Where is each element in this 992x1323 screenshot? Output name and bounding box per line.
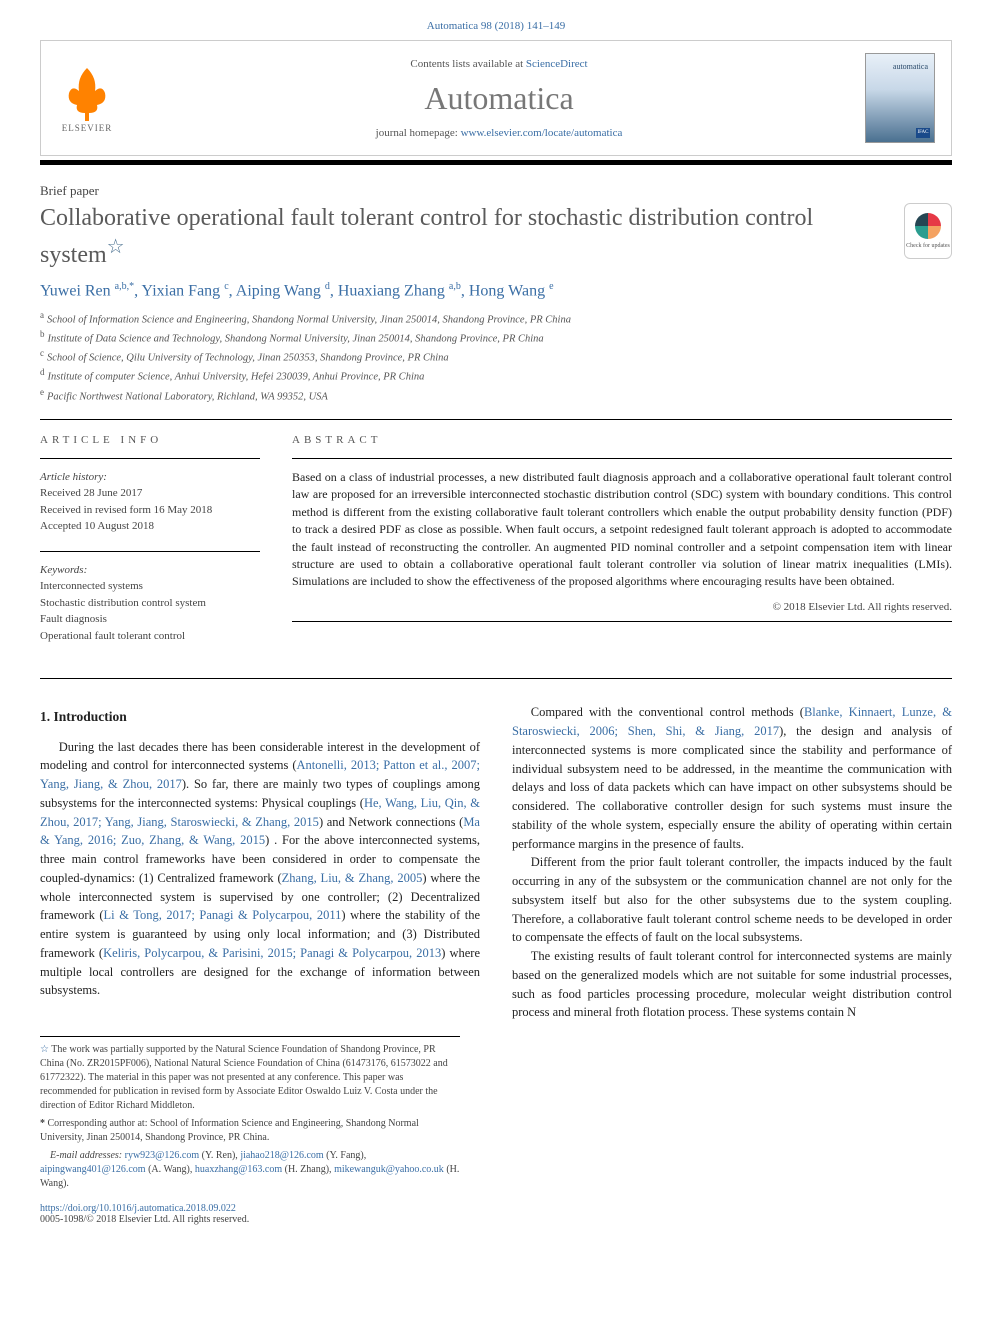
journal-header: ELSEVIER Contents lists available at Sci… bbox=[40, 40, 952, 156]
section-heading: 1. Introduction bbox=[40, 707, 480, 727]
received-date: Received 28 June 2017 bbox=[40, 485, 260, 502]
abstract-text: Based on a class of industrial processes… bbox=[292, 469, 952, 591]
history-label: Article history: bbox=[40, 469, 260, 486]
revised-date: Received in revised form 16 May 2018 bbox=[40, 502, 260, 519]
journal-home-link[interactable]: www.elsevier.com/locate/automatica bbox=[461, 127, 623, 139]
keywords-label: Keywords: bbox=[40, 564, 87, 576]
authors-list: Yuwei Ren a,b,*, Yixian Fang c, Aiping W… bbox=[40, 281, 952, 300]
keywords-list: Interconnected systemsStochastic distrib… bbox=[40, 578, 260, 644]
footnotes: ☆ The work was partially supported by th… bbox=[40, 1036, 460, 1191]
contents-available: Contents lists available at ScienceDirec… bbox=[133, 58, 865, 70]
journal-homepage: journal homepage: www.elsevier.com/locat… bbox=[133, 127, 865, 139]
journal-name: Automatica bbox=[133, 80, 865, 117]
paper-title: Collaborative operational fault tolerant… bbox=[40, 203, 888, 271]
citation[interactable]: Zhang, Liu, & Zhang, 2005 bbox=[282, 871, 423, 885]
paragraph: Compared with the conventional control m… bbox=[512, 703, 952, 853]
crossmark-icon bbox=[915, 213, 941, 239]
journal-reference: Automatica 98 (2018) 141–149 bbox=[40, 20, 952, 32]
paper-type: Brief paper bbox=[40, 183, 952, 199]
paragraph: During the last decades there has been c… bbox=[40, 738, 480, 1001]
check-updates-badge[interactable]: Check for updates bbox=[904, 203, 952, 259]
doi-link[interactable]: https://doi.org/10.1016/j.automatica.201… bbox=[40, 1203, 952, 1214]
article-info-heading: ARTICLE INFO bbox=[40, 434, 260, 446]
body-text: 1. Introduction During the last decades … bbox=[40, 703, 952, 1022]
issn-copyright: 0005-1098/© 2018 Elsevier Ltd. All right… bbox=[40, 1214, 952, 1225]
divider bbox=[40, 419, 952, 420]
citation[interactable]: Li & Tong, 2017; Panagi & Polycarpou, 20… bbox=[104, 908, 342, 922]
journal-cover-thumbnail: automatica IFAC bbox=[865, 53, 935, 143]
accepted-date: Accepted 10 August 2018 bbox=[40, 518, 260, 535]
abstract-heading: ABSTRACT bbox=[292, 434, 952, 446]
paragraph: Different from the prior fault tolerant … bbox=[512, 853, 952, 947]
svg-text:ELSEVIER: ELSEVIER bbox=[62, 123, 113, 133]
elsevier-logo: ELSEVIER bbox=[57, 63, 117, 133]
abstract-copyright: © 2018 Elsevier Ltd. All rights reserved… bbox=[292, 601, 952, 613]
article-info-column: ARTICLE INFO Article history: Received 2… bbox=[40, 434, 260, 661]
affiliations: aSchool of Information Science and Engin… bbox=[40, 309, 952, 405]
header-rule bbox=[40, 160, 952, 165]
abstract-column: ABSTRACT Based on a class of industrial … bbox=[292, 434, 952, 661]
sciencedirect-link[interactable]: ScienceDirect bbox=[526, 58, 588, 70]
citation[interactable]: Keliris, Polycarpou, & Parisini, 2015; P… bbox=[103, 946, 441, 960]
paragraph: The existing results of fault tolerant c… bbox=[512, 947, 952, 1022]
